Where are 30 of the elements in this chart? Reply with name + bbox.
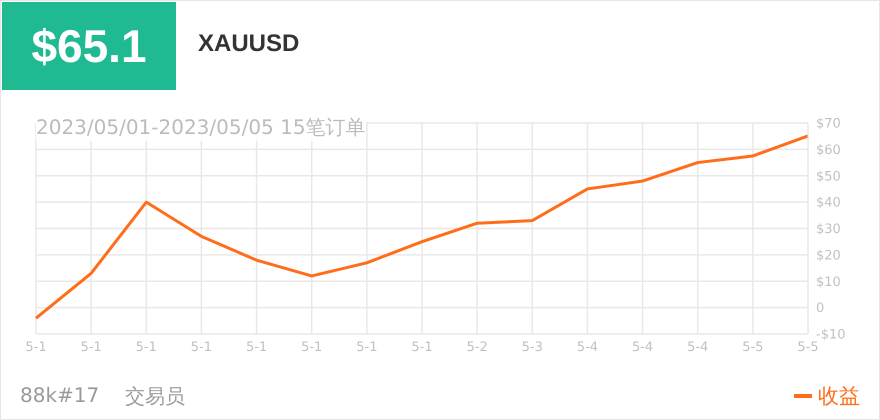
x-tick-label: 5-1 <box>25 340 47 356</box>
x-tick-label: 5-1 <box>411 340 433 356</box>
y-tick-label: -$10 <box>816 328 846 343</box>
x-tick-label: 5-2 <box>466 340 488 356</box>
chart-subtitle: 2023/05/01-2023/05/05 15笔订单 <box>36 114 366 141</box>
legend-label: 收益 <box>818 383 860 410</box>
x-tick-label: 5-1 <box>356 340 378 356</box>
x-tick-label: 5-5 <box>742 340 764 356</box>
y-tick-label: $20 <box>816 248 841 264</box>
text: 交易员 <box>125 383 185 410</box>
y-tick-label: 0 <box>816 301 824 316</box>
y-tick-label: $70 <box>816 116 841 132</box>
x-tick-label: 5-1 <box>301 340 322 356</box>
x-tick-label: 5-1 <box>246 340 268 356</box>
chart-title: XAUUSD <box>198 30 300 58</box>
y-tick-label: $40 <box>816 196 841 211</box>
x-tick-label: 5-1 <box>136 340 157 356</box>
y-tick-label: $10 <box>816 274 841 290</box>
y-tick-label: $50 <box>816 169 841 184</box>
x-tick-label: 5-1 <box>190 340 212 356</box>
x-tick-label: 5-1 <box>80 340 102 356</box>
x-tick-label: 5-4 <box>687 340 708 356</box>
text: 88k#17 <box>20 383 100 407</box>
x-tick-label: 5-5 <box>797 340 819 356</box>
x-tick-label: 5-4 <box>632 340 654 356</box>
y-tick-label: $30 <box>816 222 841 238</box>
x-tick-label: 5-3 <box>522 340 543 356</box>
y-tick-label: $60 <box>816 142 841 158</box>
x-tick-label: 5-4 <box>576 340 598 356</box>
text: $65.1 <box>2 2 176 90</box>
